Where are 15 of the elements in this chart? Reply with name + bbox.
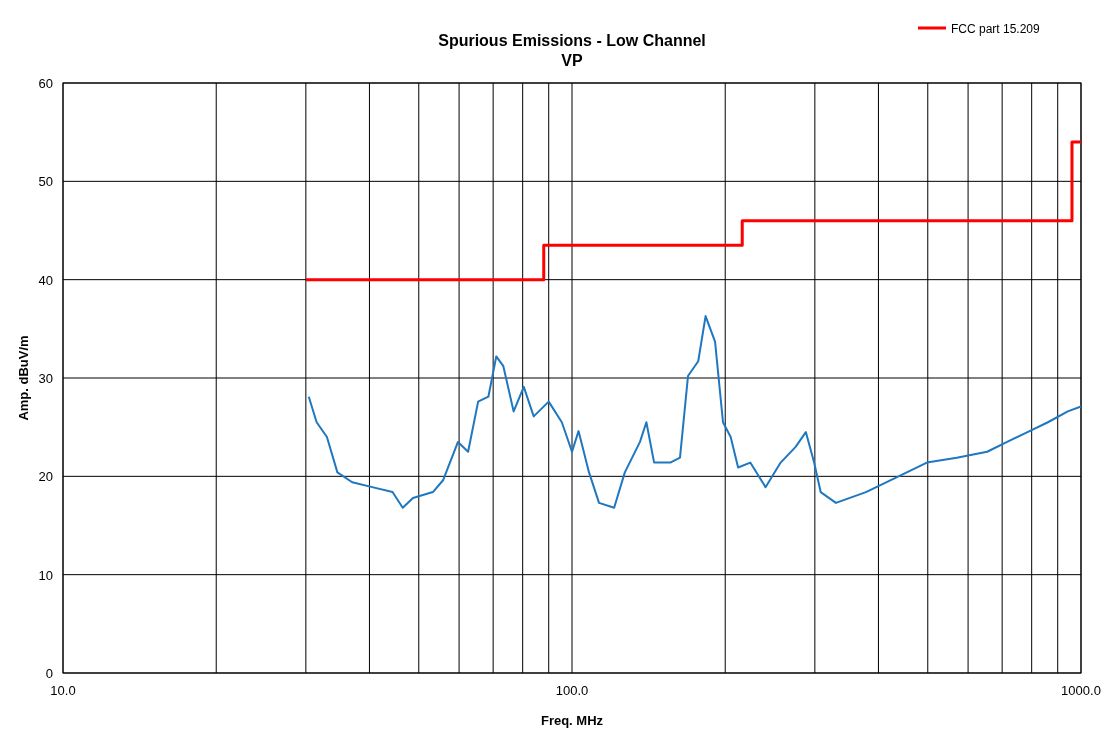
y-tick-label: 40 [38, 272, 53, 288]
chart-subtitle: VP [561, 52, 583, 69]
y-tick-label: 30 [38, 371, 53, 386]
y-tick-label: 20 [38, 469, 53, 485]
legend-label: FCC part 15.209 [951, 22, 1041, 36]
x-tick-label: 10.0 [50, 683, 76, 698]
y-tick-label: 0 [45, 666, 53, 681]
y-tick-label: 10 [38, 567, 53, 583]
y-axis-title: Amp. dBuV/m [16, 335, 31, 421]
x-axis-title: Freq. MHz [540, 713, 604, 728]
x-tick-label: 1000.0 [1061, 683, 1101, 698]
y-tick-label: 60 [38, 76, 53, 91]
y-tick-label: 50 [38, 174, 53, 190]
chart-title: Spurious Emissions - Low Channel [438, 32, 706, 49]
x-tick-label: 100.0 [555, 683, 589, 698]
